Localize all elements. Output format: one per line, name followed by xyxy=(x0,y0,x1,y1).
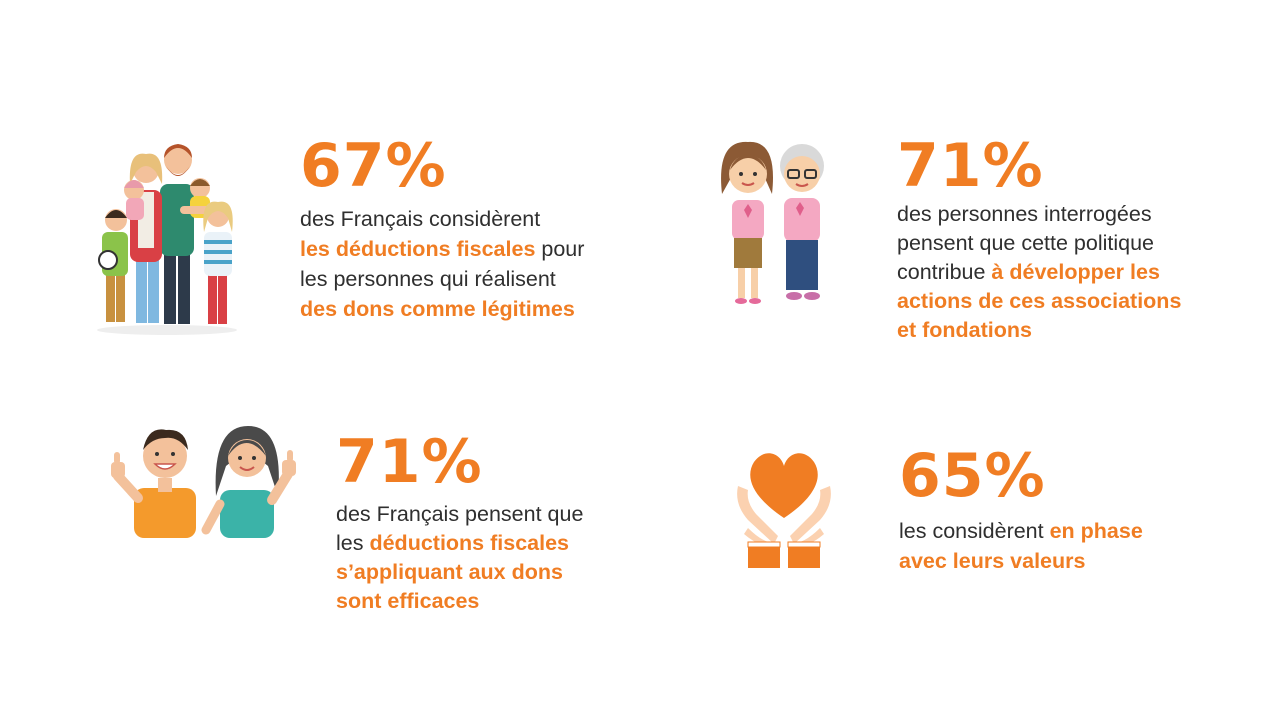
stat-highlight: les déductions fiscales xyxy=(300,237,536,261)
stat-2: 71% des personnes interrogées pensent qu… xyxy=(897,136,1181,345)
stat-text-line: des personnes interrogées xyxy=(897,202,1152,226)
stat-highlight: sont efficaces xyxy=(336,589,480,613)
stat-text: pour xyxy=(535,237,585,261)
stat-text-line: les déductions fiscales pour xyxy=(300,234,584,264)
thumbs-up-couple-icon xyxy=(108,418,300,538)
stat-highlight: actions de ces associations xyxy=(897,289,1182,313)
stat-value: 71% xyxy=(897,131,1044,201)
stat-text-line: des Français considèrent xyxy=(300,207,541,231)
heart-in-hands-icon xyxy=(734,448,834,572)
stat-highlight: et fondations xyxy=(897,318,1032,342)
stat-highlight: déductions fiscales xyxy=(369,531,570,555)
stat-description: des Français pensent que les déductions … xyxy=(336,500,583,616)
stat-text: les considèrent xyxy=(899,519,1050,543)
stat-value: 71% xyxy=(336,427,483,497)
stat-text-line: les considèrent en phase xyxy=(899,516,1143,546)
stat-text-line: contribue à développer les xyxy=(897,258,1181,287)
stat-description: des personnes interrogées pensent que ce… xyxy=(897,200,1181,345)
stat-text-line: les déductions fiscales xyxy=(336,529,583,558)
stat-highlight: s’appliquant aux dons xyxy=(336,560,563,584)
family-icon xyxy=(92,132,242,337)
stat-text-line: les personnes qui réalisent xyxy=(300,267,556,291)
stat-text-line: pensent que cette politique xyxy=(897,231,1155,255)
stat-highlight: en phase xyxy=(1049,519,1143,543)
stat-highlight: des dons comme légitimes xyxy=(300,297,575,321)
stat-description: les considèrent en phase avec leurs vale… xyxy=(899,516,1143,576)
stat-text-line: des Français pensent que xyxy=(336,502,584,526)
stat-1: 67% des Français considèrent les déducti… xyxy=(300,136,584,324)
women-pink-ribbon-icon xyxy=(712,136,840,311)
stat-text: les xyxy=(336,531,370,555)
stat-highlight: à développer les xyxy=(991,260,1160,284)
stat-3: 71% des Français pensent que les déducti… xyxy=(336,432,583,616)
stat-4: 65% les considèrent en phase avec leurs … xyxy=(899,446,1143,576)
stat-description: des Français considèrent les déductions … xyxy=(300,204,584,324)
stat-text: contribue xyxy=(897,260,992,284)
stat-highlight: avec leurs valeurs xyxy=(899,549,1086,573)
stat-value: 67% xyxy=(300,131,447,201)
stat-value: 65% xyxy=(899,441,1046,511)
